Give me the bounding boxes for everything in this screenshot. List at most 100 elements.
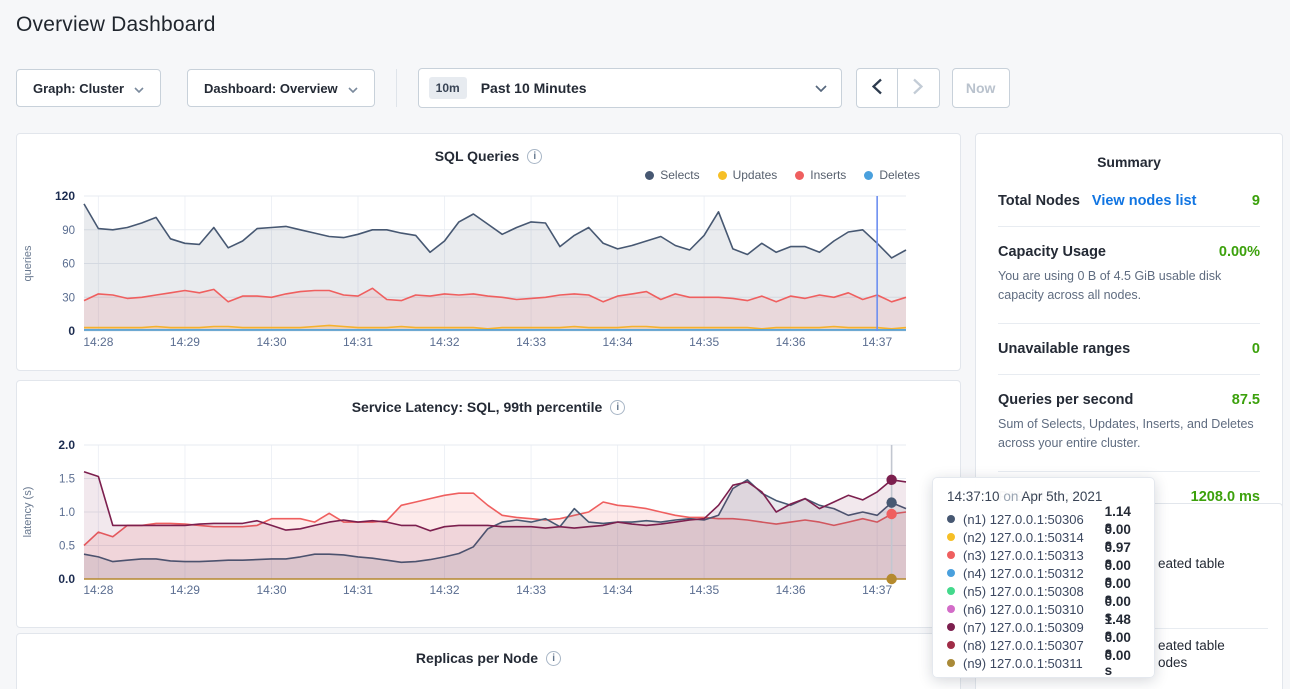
tooltip-node-label: (n3) 127.0.0.1:50313 [963, 548, 1105, 563]
time-prev-button[interactable] [856, 68, 898, 108]
chevron-right-icon [913, 78, 923, 98]
chart-hover-tooltip: 14:37:10 on Apr 5th, 2021 (n1) 127.0.0.1… [932, 477, 1155, 678]
svg-text:30: 30 [62, 292, 75, 304]
service-latency-chart[interactable]: 14:2814:2914:3014:3114:3214:3314:3414:35… [17, 425, 930, 601]
legend-dot-icon [718, 171, 727, 180]
sql-queries-legend: Selects Updates Inserts Deletes [17, 168, 960, 182]
legend-item-deletes[interactable]: Deletes [864, 168, 920, 182]
dashboard-controls: Graph: Cluster Dashboard: Overview 10m P… [16, 68, 1010, 108]
hover-dot [886, 509, 896, 519]
svg-text:0.0: 0.0 [58, 572, 75, 586]
legend-item-updates[interactable]: Updates [718, 168, 778, 182]
time-range-label: Past 10 Minutes [481, 80, 587, 96]
node-color-dot-icon [947, 515, 955, 523]
summary-value: 9 [1252, 193, 1260, 209]
page-title: Overview Dashboard [16, 13, 216, 37]
chevron-down-icon [348, 81, 358, 96]
svg-text:1.5: 1.5 [59, 474, 75, 486]
event-item-text-fragment: eated table [1158, 638, 1225, 653]
node-color-dot-icon [947, 623, 955, 631]
svg-text:14:28: 14:28 [83, 335, 113, 349]
svg-text:14:31: 14:31 [343, 583, 373, 597]
summary-value: 0 [1252, 341, 1260, 357]
svg-text:14:33: 14:33 [516, 583, 546, 597]
legend-item-inserts[interactable]: Inserts [795, 168, 846, 182]
graph-selector-label: Graph: Cluster [33, 81, 124, 96]
node-color-dot-icon [947, 587, 955, 595]
events-divider [1154, 628, 1268, 629]
summary-row-capacity-usage: Capacity Usage0.00%You are using 0 B of … [998, 226, 1260, 323]
node-color-dot-icon [947, 641, 955, 649]
service-latency-title: Service Latency: SQL, 99th percentile [352, 399, 603, 415]
info-icon[interactable]: i [546, 651, 561, 666]
time-next-button-disabled [898, 68, 940, 108]
summary-row-queries-per-second: Queries per second 87.5 Sum of Selects, Up… [998, 374, 1260, 471]
time-nav-group [856, 68, 940, 108]
graph-selector-dropdown[interactable]: Graph: Cluster [16, 69, 161, 107]
svg-text:14:37: 14:37 [862, 335, 892, 349]
tooltip-node-label: (n8) 127.0.0.1:50307 [963, 638, 1105, 653]
tooltip-node-label: (n5) 127.0.0.1:50308 [963, 584, 1105, 599]
summary-value: 0.00% [1219, 244, 1260, 260]
replicas-per-node-card: Replicas per Node i [16, 633, 961, 689]
chevron-down-icon [815, 79, 827, 97]
svg-text:90: 90 [62, 225, 75, 237]
controls-divider [396, 69, 397, 107]
service-latency-card: Service Latency: SQL, 99th percentile i … [16, 380, 961, 628]
svg-text:14:32: 14:32 [430, 335, 460, 349]
svg-text:14:35: 14:35 [689, 583, 719, 597]
legend-dot-icon [645, 171, 654, 180]
svg-text:14:31: 14:31 [343, 335, 373, 349]
hover-dot [886, 475, 896, 485]
time-range-badge: 10m [429, 77, 467, 99]
svg-text:14:35: 14:35 [689, 335, 719, 349]
svg-text:14:28: 14:28 [83, 583, 113, 597]
svg-text:14:37: 14:37 [862, 583, 892, 597]
legend-dot-icon [795, 171, 804, 180]
legend-dot-icon [864, 171, 873, 180]
svg-text:14:33: 14:33 [516, 335, 546, 349]
info-icon[interactable]: i [610, 400, 625, 415]
node-color-dot-icon [947, 569, 955, 577]
replicas-per-node-title: Replicas per Node [416, 650, 538, 666]
svg-text:1.0: 1.0 [59, 507, 75, 519]
legend-item-selects[interactable]: Selects [645, 168, 699, 182]
svg-text:latency (s): latency (s) [22, 487, 34, 538]
sql-queries-chart[interactable]: 14:2814:2914:3014:3114:3214:3314:3414:35… [17, 182, 930, 352]
overview-dashboard-page: Overview Dashboard Graph: Cluster Dashbo… [0, 0, 1290, 689]
svg-text:2.0: 2.0 [58, 438, 75, 452]
tooltip-node-label: (n1) 127.0.0.1:50306 [963, 512, 1105, 527]
summary-subtext: Sum of Selects, Updates, Inserts, and De… [998, 415, 1260, 454]
time-range-picker[interactable]: 10m Past 10 Minutes [418, 68, 842, 108]
summary-panel: Summary Total NodesView nodes list9Capac… [975, 133, 1283, 529]
legend-label: Inserts [810, 168, 846, 182]
sidebar-column: Summary Total NodesView nodes list9Capac… [975, 133, 1283, 529]
event-item-text-fragment: eated table [1158, 556, 1225, 571]
tooltip-node-label: (n2) 127.0.0.1:50314 [963, 530, 1105, 545]
svg-text:14:30: 14:30 [256, 335, 286, 349]
summary-row-unavailable-ranges: Unavailable ranges0 [998, 323, 1260, 374]
dashboard-selector-dropdown[interactable]: Dashboard: Overview [187, 69, 375, 107]
legend-label: Selects [660, 168, 699, 182]
svg-text:14:32: 14:32 [430, 583, 460, 597]
svg-text:14:34: 14:34 [603, 583, 633, 597]
tooltip-node-row: (n9) 127.0.0.1:503110.00 s [947, 654, 1140, 672]
hover-dot [886, 574, 896, 584]
summary-label: Queries per second [998, 392, 1133, 408]
view-nodes-list-link[interactable]: View nodes list [1092, 193, 1197, 209]
tooltip-node-label: (n7) 127.0.0.1:50309 [963, 620, 1105, 635]
summary-label: Capacity Usage [998, 244, 1106, 260]
svg-text:0.5: 0.5 [59, 541, 75, 553]
svg-text:queries: queries [22, 245, 34, 282]
node-color-dot-icon [947, 659, 955, 667]
charts-column: SQL Queries i SelectsUpdatesInsertsDelet… [16, 133, 961, 689]
tooltip-node-label: (n9) 127.0.0.1:50311 [963, 656, 1105, 671]
node-color-dot-icon [947, 551, 955, 559]
svg-text:60: 60 [62, 259, 75, 271]
svg-text:14:30: 14:30 [256, 583, 286, 597]
info-icon[interactable]: i [527, 149, 542, 164]
svg-text:120: 120 [55, 189, 75, 203]
summary-value: 87.5 [1232, 392, 1260, 408]
summary-title: Summary [998, 134, 1260, 176]
svg-text:14:36: 14:36 [776, 583, 806, 597]
